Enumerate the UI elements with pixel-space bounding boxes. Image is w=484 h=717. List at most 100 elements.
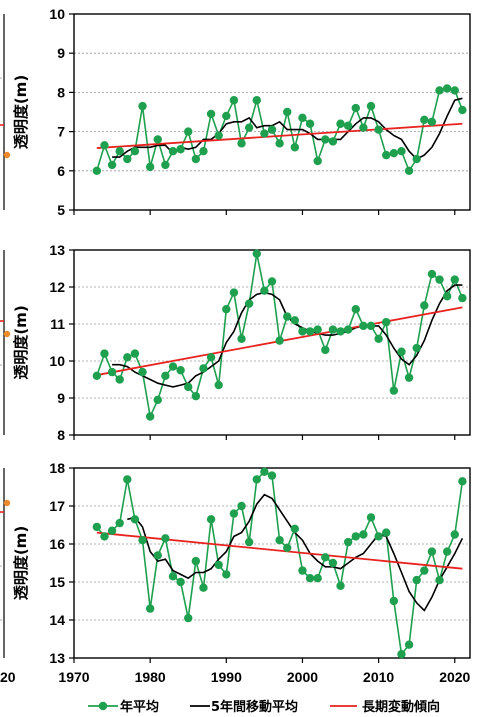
data-point-annual (123, 353, 132, 362)
data-point-annual (199, 364, 208, 373)
data-point-annual (107, 526, 117, 535)
data-point-annual (229, 96, 239, 105)
plot-frame (73, 249, 471, 436)
x-tick-label: 2000 (287, 669, 318, 685)
data-point-annual (92, 166, 102, 175)
series-annual-line (96, 253, 464, 420)
y-tick-label: 8 (57, 84, 65, 100)
data-point-annual (298, 566, 307, 575)
x-tick-label: 1990 (211, 669, 242, 685)
data-point-annual (328, 137, 338, 146)
fragment-data-point (3, 499, 11, 507)
data-point-annual (450, 530, 459, 539)
data-point-annual (161, 534, 170, 543)
y-tick-label: 13 (49, 242, 65, 258)
data-point-annual (374, 334, 383, 343)
data-point-annual (267, 277, 277, 286)
data-point-annual (382, 150, 391, 160)
data-point-annual (92, 371, 102, 380)
data-point-annual (176, 145, 185, 154)
x-tick-label: 2010 (363, 669, 394, 685)
data-point-annual (161, 371, 170, 380)
data-point-annual (130, 147, 140, 156)
data-point-annual (138, 101, 147, 111)
legend: 年平均 5年間移動平均 長期変動傾向 (88, 699, 440, 715)
data-point-annual (145, 604, 155, 613)
data-point-annual (199, 147, 208, 156)
data-point-annual (252, 96, 261, 105)
legend-annual-marker (98, 701, 108, 711)
data-point-annual (290, 143, 300, 152)
data-point-annual (275, 336, 284, 345)
data-point-annual (397, 347, 406, 356)
data-point-annual (321, 553, 330, 562)
data-point-annual (283, 107, 292, 117)
data-point-annual (260, 129, 269, 138)
data-point-annual (305, 119, 315, 128)
data-point-annual (412, 154, 421, 164)
y-tick-label: 9 (57, 390, 65, 406)
data-point-annual (161, 160, 170, 170)
legend-trend-label: 長期変動傾向 (362, 699, 440, 715)
data-point-annual (168, 572, 178, 581)
chart-panel-3: 13 14 15 16 17 18 1970 1980 1990 2000 2010 2020 透明度(… (12, 460, 471, 685)
data-point-annual (336, 581, 345, 590)
data-point-annual (442, 292, 452, 301)
y-axis-label: 透明度(m) (12, 305, 30, 379)
data-point-annual (100, 349, 109, 358)
data-point-annual (351, 103, 360, 113)
data-point-annual (389, 386, 399, 395)
data-point-annual (404, 640, 414, 649)
data-point-annual (458, 477, 467, 486)
data-point-annual (145, 412, 155, 421)
data-point-annual (343, 537, 353, 547)
data-point-annual (404, 373, 414, 382)
y-tick-label: 12 (49, 279, 65, 295)
data-point-annual (214, 560, 223, 570)
data-point-annual (397, 147, 406, 156)
series-trend-line (96, 531, 463, 570)
data-point-annual (244, 537, 254, 547)
y-tick-label: 5 (57, 202, 65, 218)
data-point-annual (267, 471, 277, 480)
data-point-annual (153, 551, 162, 560)
data-point-annual (115, 147, 124, 156)
x-tick-label: 2020 (439, 669, 470, 685)
data-point-annual (313, 325, 322, 334)
data-point-annual (450, 275, 459, 284)
series-moving-average-line (112, 97, 463, 160)
data-point-annual (427, 269, 437, 279)
plot-frame (73, 467, 471, 659)
data-point-annual (328, 558, 338, 568)
data-point-annual (427, 547, 437, 556)
chart-panel-2: 8 9 10 11 12 13 透明度(m) (12, 242, 471, 443)
data-point-annual (382, 317, 391, 327)
data-point-annual (290, 316, 300, 325)
y-tick-label: 13 (49, 650, 65, 666)
y-tick-label: 14 (49, 612, 65, 628)
data-point-annual (100, 141, 109, 150)
legend-annual-label: 年平均 (120, 699, 159, 715)
data-point-annual (206, 353, 216, 362)
y-tick-label: 10 (49, 353, 65, 369)
data-point-annual (191, 154, 201, 164)
data-point-annual (229, 509, 239, 518)
y-tick-label: 17 (49, 498, 65, 514)
data-point-annual (442, 84, 452, 93)
data-point-annual (199, 583, 208, 592)
y-axis-label: 透明度(m) (12, 526, 30, 600)
data-point-annual (123, 475, 132, 484)
data-point-annual (222, 570, 231, 579)
data-point-annual (214, 380, 223, 390)
data-point-annual (321, 135, 330, 144)
data-point-annual (123, 154, 132, 164)
data-point-annual (412, 575, 421, 585)
data-point-annual (382, 528, 391, 537)
data-point-annual (214, 131, 223, 140)
data-point-annual (206, 515, 216, 524)
data-point-annual (115, 518, 124, 528)
data-point-annual (168, 147, 178, 156)
data-point-annual (328, 325, 338, 334)
data-point-annual (244, 123, 254, 132)
